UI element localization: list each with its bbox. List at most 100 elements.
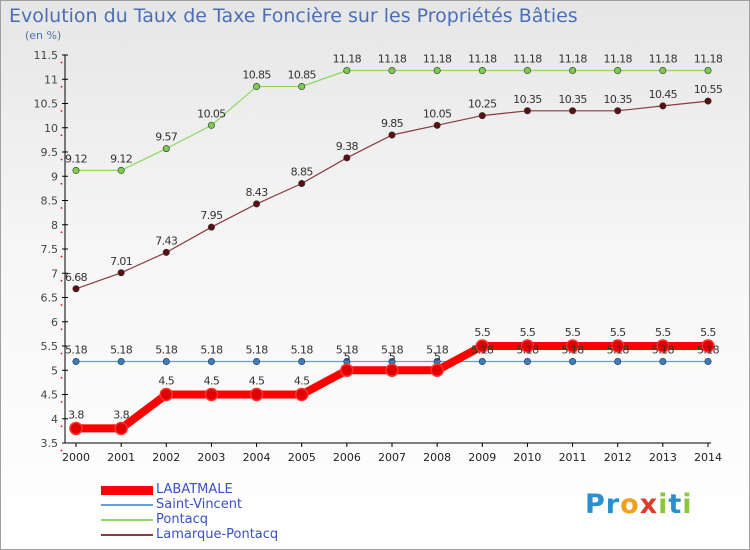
series-3-label-7: 9.85 xyxy=(381,117,404,130)
series-3-label-1: 7.01 xyxy=(110,255,132,268)
series-0-label-4: 4.5 xyxy=(249,375,265,388)
series-2-label-2: 9.57 xyxy=(155,131,178,144)
series-0-label-8: 5 xyxy=(434,350,441,363)
series-2-label-8: 11.18 xyxy=(423,53,452,66)
series-3-point-9 xyxy=(478,112,486,120)
series-0-label-0: 3.8 xyxy=(68,408,84,421)
logo-letter-2: o xyxy=(620,489,640,520)
series-0-label-7: 5 xyxy=(389,350,396,363)
series-3-label-2: 7.43 xyxy=(155,234,178,247)
x-tick-label-2: 2002 xyxy=(152,451,180,464)
series-2-point-5 xyxy=(298,83,306,91)
series-1-label-7: 5.18 xyxy=(381,344,404,357)
series-1-point-12 xyxy=(614,358,622,366)
legend-label-2: Pontacq xyxy=(156,512,209,527)
series-0-point-3 xyxy=(204,387,219,402)
series-3-point-1 xyxy=(117,269,125,277)
y-minor-dot-10 xyxy=(60,207,63,209)
series-1-point-10 xyxy=(523,358,531,366)
series-3-label-11: 10.35 xyxy=(558,93,587,106)
series-0-point-0 xyxy=(69,421,83,436)
y-minor-dot-3 xyxy=(60,376,63,379)
series-1-label-13: 5.18 xyxy=(652,344,675,357)
series-0-point-6 xyxy=(340,363,354,377)
series-1-label-9: 5.18 xyxy=(471,344,494,357)
x-tick-label-5: 2005 xyxy=(288,451,316,464)
y-tick-label-1: 4 xyxy=(51,413,58,426)
series-0-label-5: 4.5 xyxy=(294,375,310,388)
series-3-point-6 xyxy=(343,154,351,162)
x-tick-label-7: 2007 xyxy=(378,451,406,464)
series-2-point-13 xyxy=(659,67,667,75)
series-3-point-8 xyxy=(433,121,441,129)
y-tick-label-16: 11.5 xyxy=(34,49,59,62)
y-tick-label-15: 11 xyxy=(44,73,58,86)
y-minor-dot-15 xyxy=(60,85,63,88)
series-0-label-13: 5.5 xyxy=(655,326,671,339)
y-minor-dot-2 xyxy=(60,401,63,403)
x-tick-label-4: 2004 xyxy=(243,451,271,464)
series-3-point-13 xyxy=(659,102,667,110)
series-3-point-10 xyxy=(523,107,531,115)
series-2-point-7 xyxy=(388,67,396,75)
y-tick-label-12: 9.5 xyxy=(41,146,59,159)
y-minor-dot-6 xyxy=(60,304,63,306)
series-2-point-8 xyxy=(433,67,441,75)
series-0-point-4 xyxy=(249,387,264,402)
series-1-label-11: 5.18 xyxy=(562,344,585,357)
chart-unit-label: (en %) xyxy=(25,29,62,42)
series-2-label-12: 11.18 xyxy=(603,53,632,66)
series-0-point-13 xyxy=(656,339,670,353)
series-0-point-2 xyxy=(159,387,174,402)
series-0-point-1 xyxy=(114,421,128,436)
series-1-label-1: 5.18 xyxy=(110,344,133,357)
series-1-point-5 xyxy=(298,358,306,366)
series-1-point-11 xyxy=(569,358,577,366)
x-tick-label-6: 2006 xyxy=(333,451,361,464)
y-tick-label-8: 7.5 xyxy=(41,243,59,256)
y-tick-label-10: 8.5 xyxy=(41,195,59,208)
series-2-label-7: 11.18 xyxy=(378,53,407,66)
series-1-point-14 xyxy=(704,358,712,366)
x-tick-label-3: 2003 xyxy=(197,451,225,464)
series-2-label-1: 9.12 xyxy=(110,152,132,165)
legend-swatch-3 xyxy=(101,534,153,536)
y-minor-dot-9 xyxy=(60,231,63,234)
series-3-label-10: 10.35 xyxy=(513,93,542,106)
series-1-label-12: 5.18 xyxy=(607,344,630,357)
y-tick-label-5: 6 xyxy=(51,316,58,329)
series-3-point-7 xyxy=(388,131,396,139)
legend-swatch-2 xyxy=(101,519,153,521)
y-tick-label-14: 10.5 xyxy=(34,98,59,111)
series-2-point-1 xyxy=(117,166,125,174)
series-2-label-14: 11.18 xyxy=(694,53,723,66)
series-0-point-12 xyxy=(610,339,625,353)
series-3-point-5 xyxy=(298,180,306,188)
x-tick-label-13: 2013 xyxy=(649,451,677,464)
series-2-label-13: 11.18 xyxy=(649,53,678,66)
logo-letter-0: P xyxy=(585,489,606,520)
series-2-point-12 xyxy=(614,67,622,75)
series-1-label-4: 5.18 xyxy=(246,344,269,357)
series-3-point-3 xyxy=(207,223,215,231)
logo-letter-1: r xyxy=(605,489,621,520)
series-3-point-0 xyxy=(72,285,80,293)
series-1-point-3 xyxy=(207,358,215,366)
legend-label-0: LABATMALE xyxy=(156,482,233,497)
y-tick-label-4: 5.5 xyxy=(41,340,59,353)
series-3-label-3: 7.95 xyxy=(200,209,223,222)
x-tick-label-10: 2010 xyxy=(513,451,541,464)
series-3-label-13: 10.45 xyxy=(649,88,678,101)
series-1-label-10: 5.18 xyxy=(516,344,539,357)
series-1-label-5: 5.18 xyxy=(291,344,314,357)
series-1-point-1 xyxy=(117,358,125,366)
series-1-label-14: 5.18 xyxy=(697,344,720,357)
series-0-label-10: 5.5 xyxy=(520,326,536,339)
y-tick-label-11: 9 xyxy=(51,170,58,183)
logo-letter-5: t xyxy=(668,489,683,520)
series-1-point-0 xyxy=(72,358,80,366)
series-3-point-4 xyxy=(253,200,261,208)
series-0-label-11: 5.5 xyxy=(565,326,581,339)
series-1-label-0: 5.18 xyxy=(65,344,88,357)
